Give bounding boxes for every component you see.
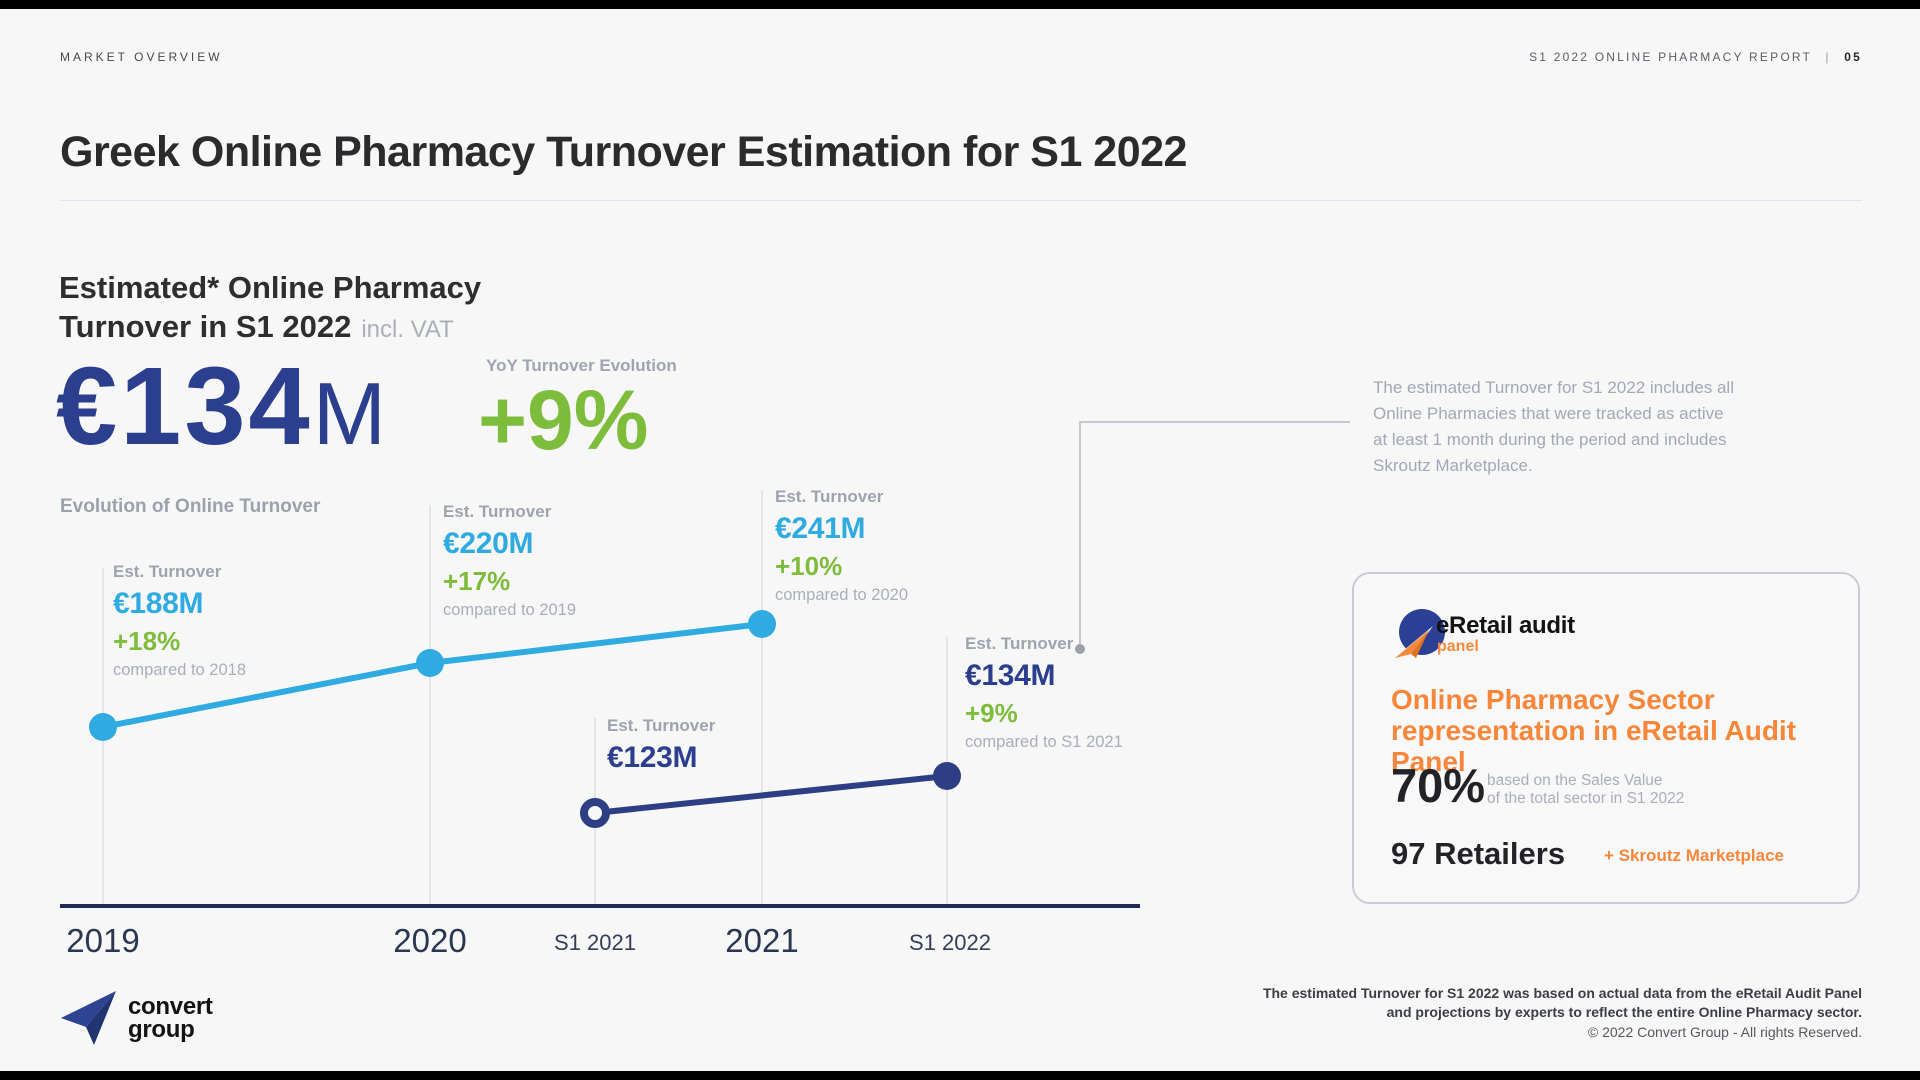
panel-stat-desc-line1: based on the Sales Value xyxy=(1487,772,1663,789)
annotation-compare: compared to 2019 xyxy=(443,601,577,619)
page-number: 05 xyxy=(1844,50,1862,64)
panel-heading-line2: representation in eRetail Audit Panel xyxy=(1391,715,1797,777)
brand-line2: group xyxy=(128,1016,195,1043)
annotation-2019: Est. Turnover €188M +18% compared to 201… xyxy=(113,563,246,679)
annotation-growth: +18% xyxy=(113,626,181,656)
breadcrumb-section-label: MARKET OVERVIEW xyxy=(60,50,223,64)
annotation-value: €241M xyxy=(775,512,866,545)
note-connector-line xyxy=(1079,421,1350,644)
x-label-2019: 2019 xyxy=(66,922,140,959)
disclaimer-line1: The estimated Turnover for S1 2022 was b… xyxy=(1262,985,1862,1001)
top-edge-bar xyxy=(0,0,1920,9)
convert-group-wordmark: convert group xyxy=(128,993,213,1043)
yoy-value: +9% xyxy=(478,373,649,467)
x-label-s1-2021: S1 2021 xyxy=(554,930,636,955)
page-title: Greek Online Pharmacy Turnover Estimatio… xyxy=(60,128,1187,176)
annotation-value: €188M xyxy=(113,587,204,620)
eretail-brand-name: eRetail audit xyxy=(1436,612,1575,639)
chart-section-label: Evolution of Online Turnover xyxy=(60,496,321,517)
eretail-audit-panel-card: eRetail audit panel Online Pharmacy Sect… xyxy=(1352,572,1860,904)
annotation-value: €123M xyxy=(607,741,698,774)
eretail-audit-logo-icon xyxy=(1392,609,1445,660)
title-divider xyxy=(60,200,1862,201)
x-label-s1-2022: S1 2022 xyxy=(909,930,991,955)
note-line: at least 1 month during the period and i… xyxy=(1373,430,1727,449)
note-line: The estimated Turnover for S1 2022 inclu… xyxy=(1373,378,1734,397)
annotation-label: Est. Turnover xyxy=(775,487,884,506)
annotation-label: Est. Turnover xyxy=(113,562,222,581)
annotation-growth: +9% xyxy=(965,698,1018,728)
point-2020 xyxy=(416,649,444,677)
annotation-value: €134M xyxy=(965,659,1056,692)
note-line: Online Pharmacies that were tracked as a… xyxy=(1373,404,1724,423)
annotation-label: Est. Turnover xyxy=(965,634,1074,653)
annotation-2020: Est. Turnover €220M +17% compared to 201… xyxy=(443,503,576,619)
kpi-unit: M xyxy=(312,364,387,463)
point-2019 xyxy=(89,713,117,741)
annotation-compare: compared to 2018 xyxy=(113,661,247,679)
annotation-label: Est. Turnover xyxy=(443,502,552,521)
annotation-compare: compared to 2020 xyxy=(775,586,909,604)
annotation-compare: compared to S1 2021 xyxy=(965,733,1123,751)
eretail-brand-sub: panel xyxy=(1437,638,1479,655)
annotation-growth: +17% xyxy=(443,566,511,596)
annotation-growth: +10% xyxy=(775,551,843,581)
annotation-value: €220M xyxy=(443,527,534,560)
panel-stat-desc-line2: of the total sector in S1 2022 xyxy=(1487,790,1685,807)
footer-disclaimer: The estimated Turnover for S1 2022 was b… xyxy=(1263,984,1862,1042)
note-line: Skroutz Marketplace. xyxy=(1373,456,1533,475)
convert-group-logo-icon xyxy=(61,991,116,1045)
yoy-label: YoY Turnover Evolution xyxy=(486,356,677,375)
kpi-heading-line2-row: Turnover in S1 2022 incl. VAT xyxy=(59,307,481,349)
kpi-heading: Estimated* Online Pharmacy Turnover in S… xyxy=(59,268,481,349)
panel-retailers-count: 97 Retailers xyxy=(1391,836,1566,871)
report-header: S1 2022 ONLINE PHARMACY REPORT | 05 xyxy=(1529,50,1862,64)
kpi-heading-line1: Estimated* Online Pharmacy xyxy=(59,270,482,305)
annotation-s1-2021: Est. Turnover €123M xyxy=(607,717,715,782)
bottom-edge-bar xyxy=(0,1071,1920,1080)
report-name: S1 2022 ONLINE PHARMACY REPORT xyxy=(1529,50,1812,64)
panel-stat-description: based on the Sales Value of the total se… xyxy=(1487,772,1684,808)
copyright: © 2022 Convert Group - All rights Reserv… xyxy=(1587,1024,1862,1040)
annotation-2021: Est. Turnover €241M +10% compared to 202… xyxy=(775,488,908,604)
header-separator: | xyxy=(1825,50,1831,64)
panel-heading: Online Pharmacy Sector representation in… xyxy=(1391,684,1858,777)
x-label-2020: 2020 xyxy=(393,922,467,959)
point-s1-2022 xyxy=(933,762,961,790)
annotation-label: Est. Turnover xyxy=(607,716,716,735)
x-label-2021: 2021 xyxy=(725,922,799,959)
point-s1-2021 xyxy=(580,798,610,828)
kpi-vat-suffix: incl. VAT xyxy=(361,316,454,343)
disclaimer-line2: and projections by experts to reflect th… xyxy=(1386,1003,1862,1020)
panel-stat-value: 70% xyxy=(1391,759,1486,812)
annotation-s1-2022: Est. Turnover €134M +9% compared to S1 2… xyxy=(965,635,1123,751)
brand-line1: convert xyxy=(128,993,213,1020)
kpi-heading-line2: Turnover in S1 2022 xyxy=(59,309,352,344)
point-2021 xyxy=(748,610,776,638)
methodology-note: The estimated Turnover for S1 2022 inclu… xyxy=(1373,375,1734,479)
panel-skroutz-marketplace: + Skroutz Marketplace xyxy=(1604,846,1784,865)
panel-heading-line1: Online Pharmacy Sector xyxy=(1391,684,1715,715)
kpi-turnover-value: €134M xyxy=(56,352,386,462)
kpi-amount: €134 xyxy=(56,345,313,468)
